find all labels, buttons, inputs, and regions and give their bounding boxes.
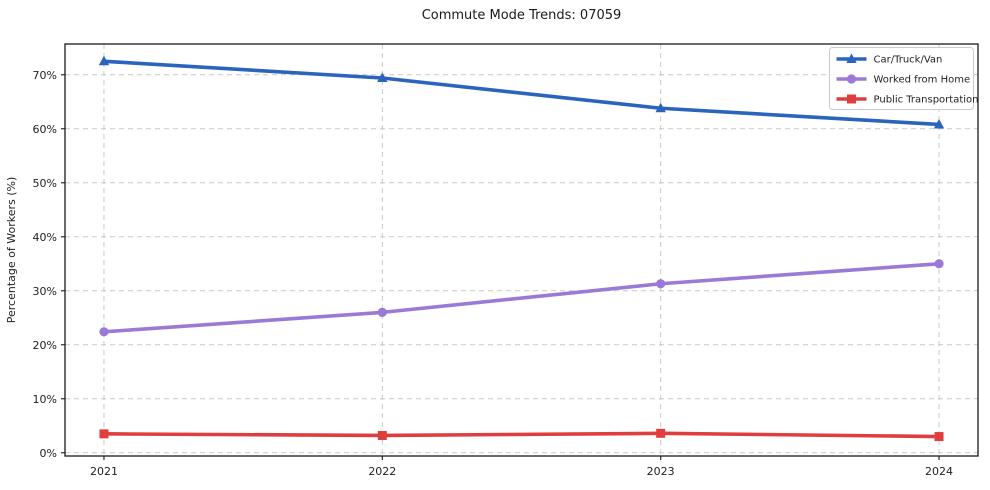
y-axis-label: Percentage of Workers (%) <box>5 177 18 324</box>
legend: Car/Truck/Van Worked from Home Public Tran… <box>829 47 979 110</box>
legend-item: Worked from Home <box>836 74 971 86</box>
y-tick-label: 70% <box>33 69 57 82</box>
data-point-marker <box>656 428 666 438</box>
x-axis: 2021 2022 2023 2024 <box>90 456 953 478</box>
y-tick-label: 20% <box>33 339 57 352</box>
data-point-marker <box>99 429 109 439</box>
legend-label: Worked from Home <box>874 75 971 86</box>
x-tick-label: 2024 <box>925 465 953 478</box>
data-point-marker <box>934 432 944 442</box>
legend-item: Public Transportation <box>836 94 979 106</box>
y-axis: 0% 10% 20% 30% 40% 50% 60% 70% <box>33 69 65 460</box>
data-point-marker <box>377 430 387 440</box>
series-line <box>102 261 941 334</box>
x-tick-label: 2023 <box>647 465 675 478</box>
y-tick-label: 40% <box>33 231 57 244</box>
data-point-marker <box>934 259 944 269</box>
legend-label: Car/Truck/Van <box>874 55 943 66</box>
x-tick-label: 2021 <box>90 465 118 478</box>
y-tick-label: 0% <box>40 447 57 460</box>
legend-label: Public Transportation <box>874 95 979 106</box>
chart-title: Commute Mode Trends: 07059 <box>421 8 622 23</box>
legend-box <box>829 47 974 110</box>
data-point-marker <box>377 307 387 317</box>
grid <box>65 44 978 456</box>
y-tick-label: 50% <box>33 177 57 190</box>
data-point-marker <box>98 55 110 66</box>
series-car-truck-van <box>98 55 945 129</box>
legend-marker <box>847 94 856 104</box>
data-point-marker <box>933 118 945 129</box>
series-worked-from-home <box>99 259 944 337</box>
x-tick-label: 2022 <box>368 465 396 478</box>
legend-marker <box>846 53 857 63</box>
legend-item: Car/Truck/Van <box>836 53 943 66</box>
legend-marker <box>846 74 857 84</box>
data-point-marker <box>656 279 666 289</box>
y-tick-label: 10% <box>33 393 57 406</box>
data-point-marker <box>99 327 109 337</box>
data-point-marker <box>377 72 388 83</box>
y-tick-label: 30% <box>33 285 57 298</box>
series-line <box>102 59 941 127</box>
series-line <box>102 431 941 439</box>
data-point-marker <box>655 102 666 113</box>
y-tick-label: 60% <box>33 123 57 136</box>
series-public-transportation <box>99 428 944 442</box>
plot-border <box>64 43 979 457</box>
